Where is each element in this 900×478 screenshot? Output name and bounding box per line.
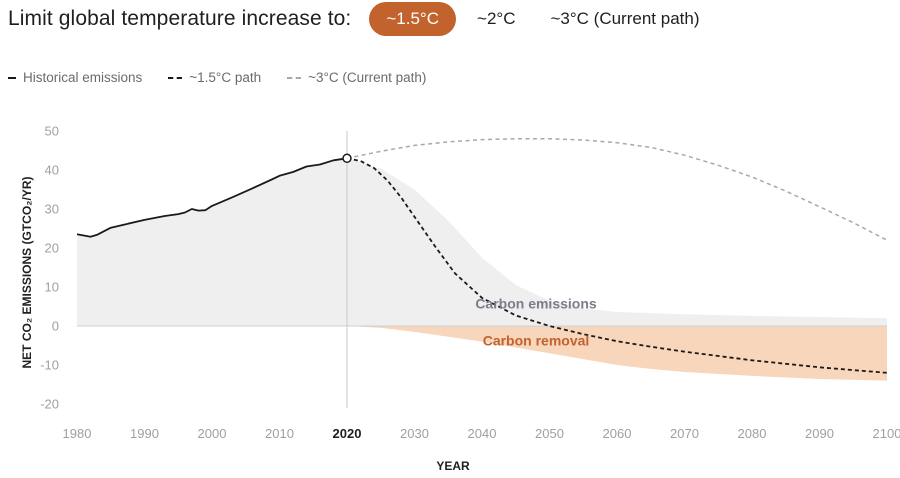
carbon-removal-area xyxy=(347,326,887,381)
x-tick-label: 2090 xyxy=(805,426,834,441)
label-layer: Carbon emissions Carbon removal xyxy=(475,295,597,348)
legend-swatch-historical xyxy=(8,76,16,79)
y-tick-label: 30 xyxy=(45,202,59,217)
x-tick-label: 2030 xyxy=(400,426,429,441)
chart-legend: Historical emissions ~1.5°C path ~3°C (C… xyxy=(8,70,452,85)
legend-item-3c: ~3°C (Current path) xyxy=(287,70,426,85)
option-2c-button[interactable]: ~2°C xyxy=(477,2,515,36)
legend-item-historical: Historical emissions xyxy=(8,70,142,85)
y-tick-label: -10 xyxy=(40,358,59,373)
x-tick-label: 2040 xyxy=(468,426,497,441)
legend-swatch-1-5c xyxy=(168,76,183,79)
x-tick-label: 1980 xyxy=(63,426,92,441)
y-axis-title: NET CO₂ EMISSIONS (GTCO₂/YR) xyxy=(20,176,34,368)
option-3c-button[interactable]: ~3°C (Current path) xyxy=(550,2,699,36)
series-layer xyxy=(76,138,888,374)
y-tick-label: 0 xyxy=(52,319,59,334)
x-tick-label: 2080 xyxy=(738,426,767,441)
x-tick-label: 2070 xyxy=(670,426,699,441)
x-tick-label: 2010 xyxy=(265,426,294,441)
legend-label-historical: Historical emissions xyxy=(23,70,143,85)
y-tick-label: -20 xyxy=(40,397,59,412)
y-tick-label: 40 xyxy=(45,163,59,178)
x-tick-label: 1990 xyxy=(130,426,159,441)
x-tick-label: 2050 xyxy=(535,426,564,441)
y-tick-label: 10 xyxy=(45,280,59,295)
option-1-5c-button[interactable]: ~1.5°C xyxy=(369,2,457,36)
x-tick-label: 2000 xyxy=(198,426,227,441)
x-tick-label: 2060 xyxy=(603,426,632,441)
temperature-selector: Limit global temperature increase to: ~1… xyxy=(8,0,734,38)
area-layer xyxy=(77,158,887,381)
x-tick-label: 2020 xyxy=(333,426,362,441)
legend-label-3c: ~3°C (Current path) xyxy=(308,70,427,85)
x-tick-label: 2100 xyxy=(873,426,900,441)
path-3c-line xyxy=(346,138,888,241)
carbon-emissions-label: Carbon emissions xyxy=(475,295,597,311)
legend-swatch-3c xyxy=(287,76,302,79)
y-tick-label: 20 xyxy=(45,241,59,256)
current-year-marker xyxy=(342,153,352,164)
path-1-5c-line xyxy=(346,157,888,374)
legend-item-1-5c: ~1.5°C path xyxy=(168,70,261,85)
carbon-removal-label: Carbon removal xyxy=(483,333,590,349)
y-tick-label: 50 xyxy=(45,124,59,139)
historical-emissions-line xyxy=(76,157,348,238)
legend-label-1-5c: ~1.5°C path xyxy=(189,70,262,85)
x-axis-title: YEAR xyxy=(436,459,470,473)
carbon-emissions-area xyxy=(77,158,887,326)
selector-title: Limit global temperature increase to: xyxy=(8,7,352,30)
